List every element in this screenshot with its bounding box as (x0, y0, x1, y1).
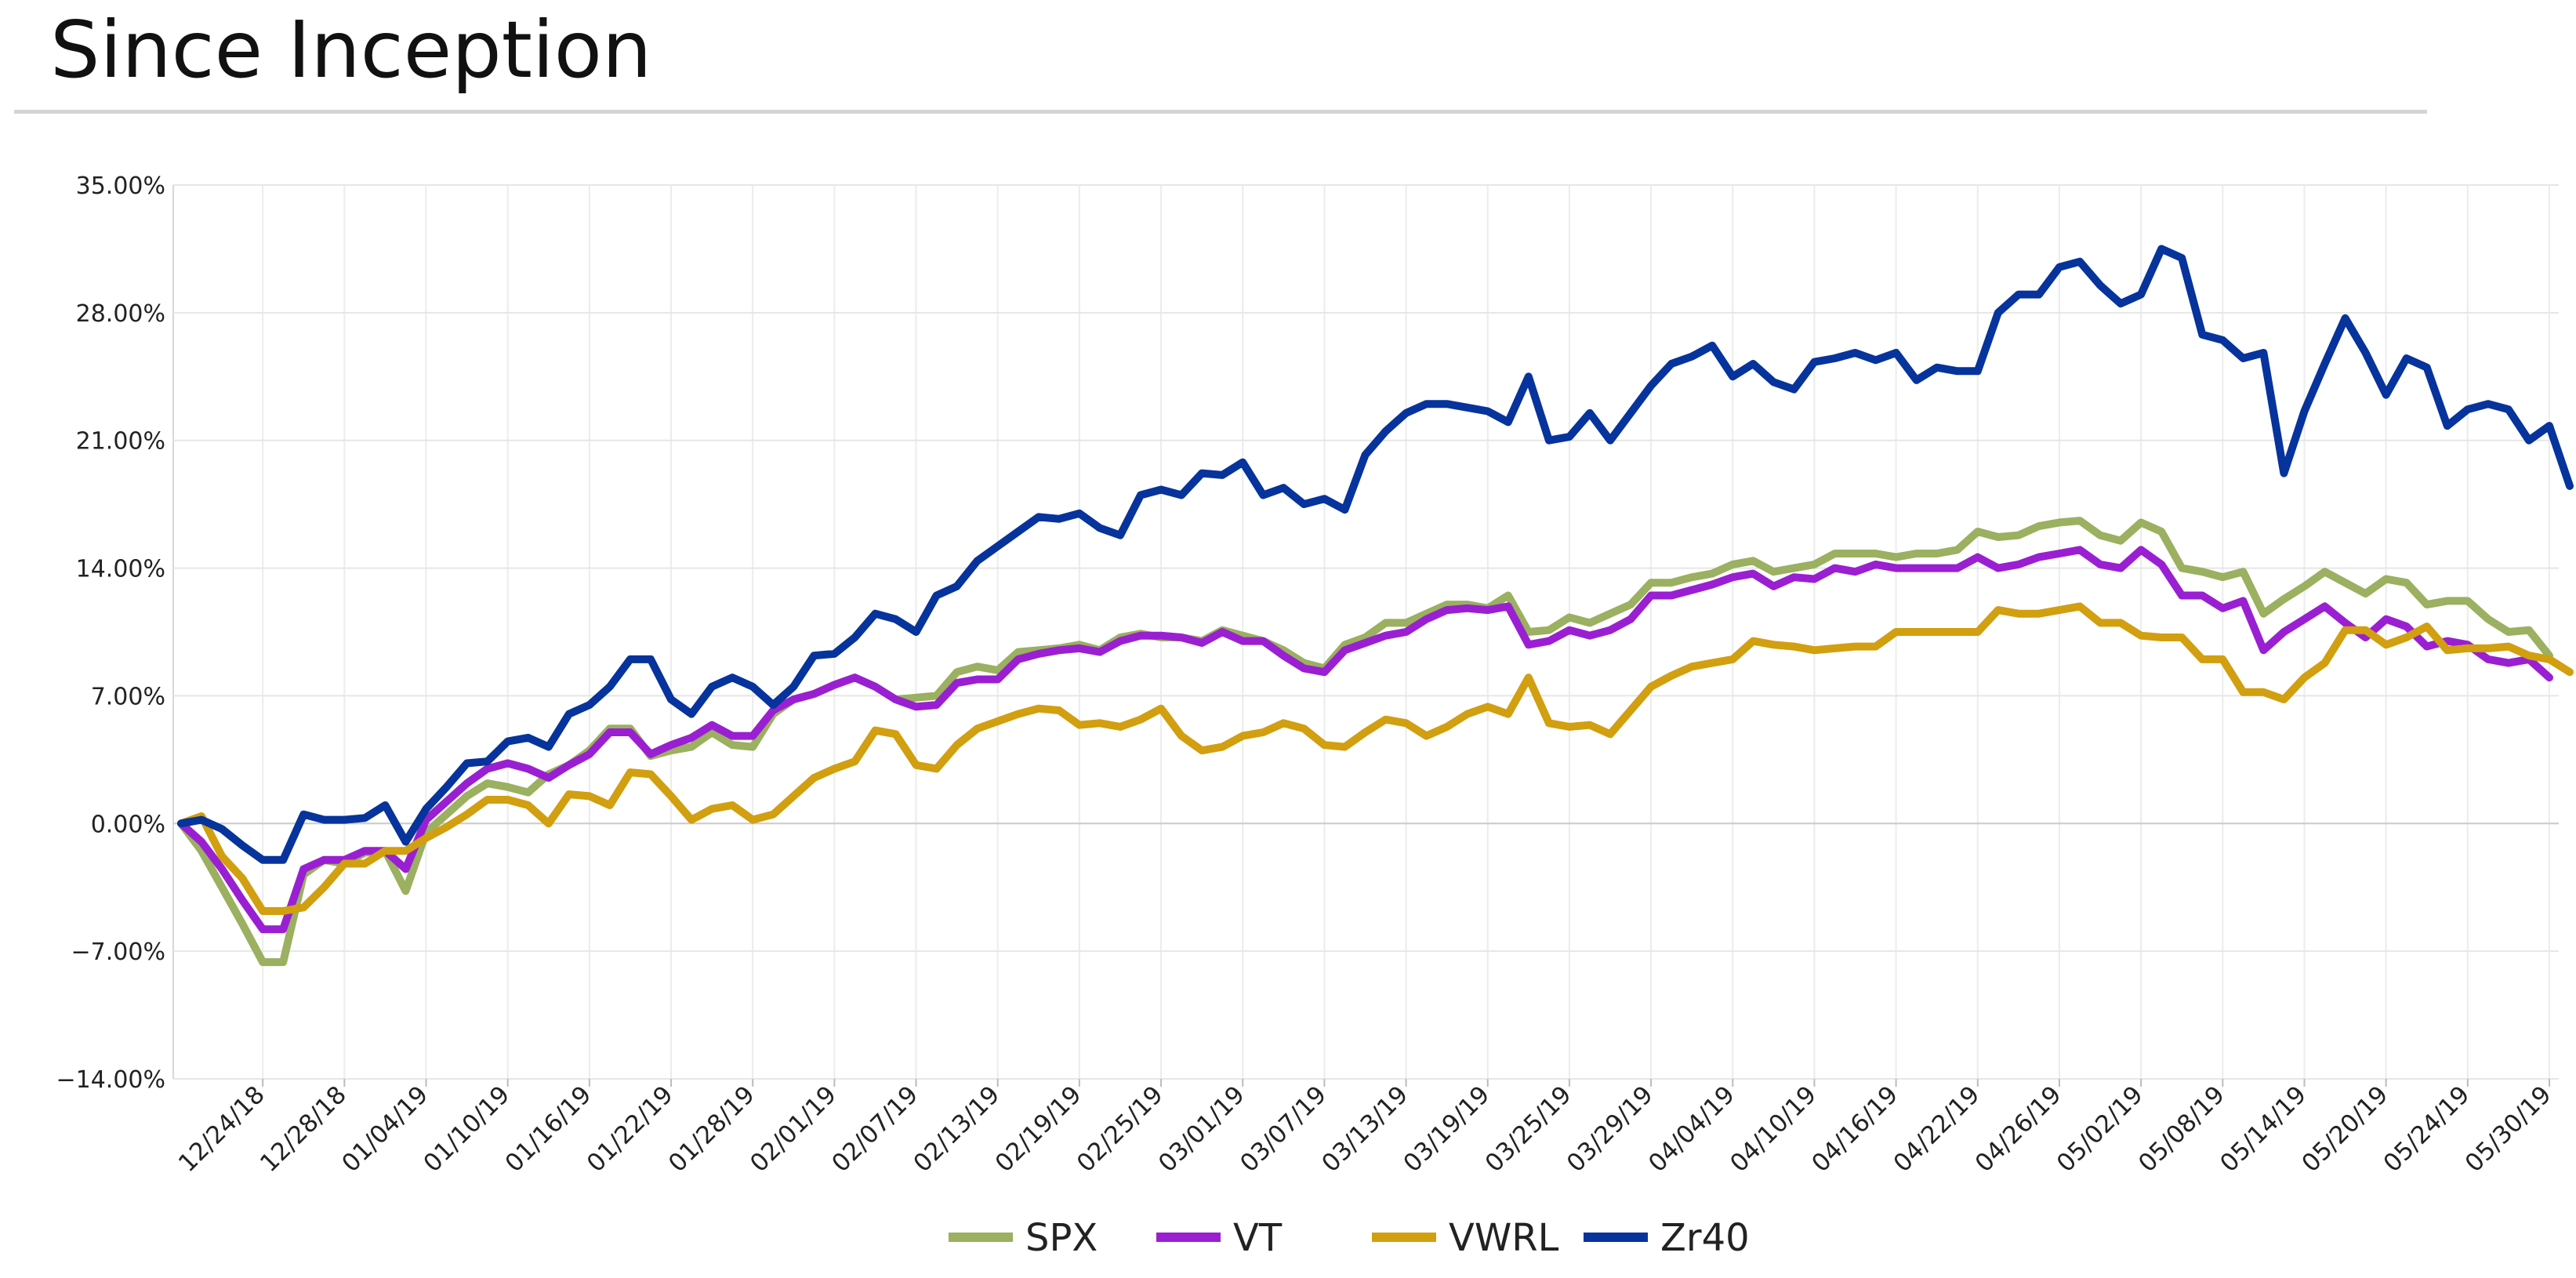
legend-label-vwrl: VWRL (1449, 1216, 1559, 1260)
legend-label-zr40: Zr40 (1660, 1216, 1750, 1260)
x-tick-label: 05/02/19 (2052, 1080, 2149, 1178)
x-tick-label: 05/08/19 (2133, 1080, 2230, 1178)
plot-area-background (173, 185, 2559, 1079)
series-line-zr40 (177, 245, 2574, 864)
x-tick-label: 03/29/19 (1562, 1080, 1659, 1178)
legend-label-spx: SPX (1025, 1216, 1098, 1260)
x-tick-label: 12/28/18 (255, 1080, 352, 1178)
page-title: Since Inception (50, 4, 652, 96)
y-axis-ticks: 35.00% 28.00% 21.00% 14.00% 7.00% 0.00% −7.00%… (56, 172, 165, 1094)
y-tick-label: 0.00% (91, 811, 165, 838)
y-tick-label: 7.00% (91, 683, 165, 710)
x-tick-label: 01/22/19 (582, 1080, 679, 1178)
x-tick-label: 03/13/19 (1316, 1080, 1413, 1178)
x-tick-label: 05/14/19 (2215, 1080, 2312, 1178)
x-tick-label: 02/25/19 (1072, 1080, 1169, 1178)
x-tick-label: 05/20/19 (2296, 1080, 2393, 1178)
x-tick-label: 03/25/19 (1480, 1080, 1577, 1178)
x-tick-label: 12/24/18 (173, 1080, 270, 1178)
x-tick-label: 02/01/19 (745, 1080, 842, 1178)
legend: SPX VT VWRL Zr40 (949, 1216, 1750, 1260)
y-tick-label: 21.00% (76, 428, 165, 456)
series-layer (177, 245, 2574, 967)
x-tick-label: 02/19/19 (990, 1080, 1087, 1178)
x-tick-label: 03/19/19 (1399, 1080, 1496, 1178)
x-tick-label: 04/04/19 (1643, 1080, 1740, 1178)
y-tick-label: 35.00% (76, 172, 165, 200)
x-tick-label: 02/07/19 (826, 1080, 923, 1178)
legend-label-vt: VT (1233, 1216, 1283, 1260)
y-tick-label: 28.00% (76, 300, 165, 328)
series-line-vt (177, 546, 2553, 934)
x-tick-label: 05/30/19 (2460, 1080, 2557, 1178)
series-line-vwrl (177, 602, 2574, 915)
x-tick-label: 03/07/19 (1235, 1080, 1332, 1178)
y-tick-label: −14.00% (56, 1066, 165, 1094)
x-tick-label: 01/16/19 (500, 1080, 597, 1178)
x-tick-label: 01/10/19 (418, 1080, 515, 1178)
title-divider (14, 110, 2427, 114)
x-tick-label: 04/22/19 (1888, 1080, 1986, 1178)
x-tick-label: 04/16/19 (1806, 1080, 1903, 1178)
x-tick-label: 03/01/19 (1153, 1080, 1250, 1178)
x-tick-label: 05/24/19 (2378, 1080, 2476, 1178)
x-tick-label: 01/28/19 (663, 1080, 760, 1178)
x-tick-label: 02/13/19 (908, 1080, 1005, 1178)
x-tick-label: 04/10/19 (1725, 1080, 1822, 1178)
x-axis-ticks: 12/24/1812/28/1801/04/1901/10/1901/16/19… (173, 1079, 2557, 1178)
y-tick-label: −7.00% (71, 939, 165, 966)
x-tick-label: 01/04/19 (336, 1080, 434, 1178)
y-tick-label: 14.00% (76, 556, 165, 583)
x-tick-label: 04/26/19 (1970, 1080, 2067, 1178)
